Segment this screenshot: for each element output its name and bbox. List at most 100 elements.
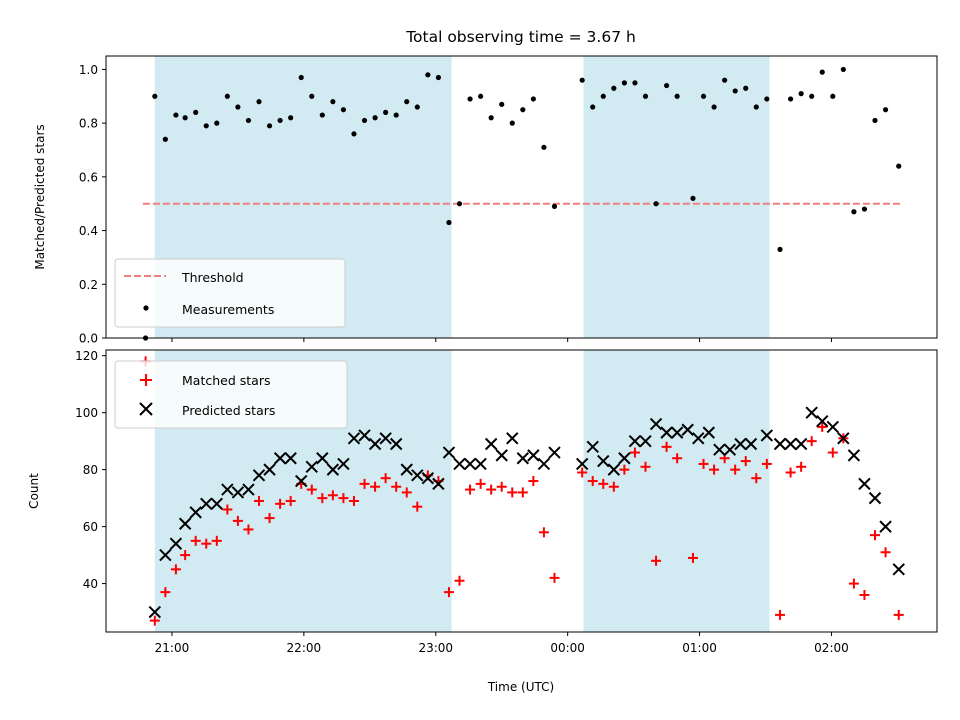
measurements-point [152, 93, 158, 99]
predicted-stars-point [221, 483, 234, 496]
x-tick-label: 00:00 [550, 641, 585, 655]
measurements-point [830, 93, 836, 99]
measurements-point [819, 69, 825, 75]
predicted-stars-point [734, 437, 747, 451]
bottom-y-axis-label: Count [27, 473, 41, 509]
matched-stars-point [243, 524, 254, 535]
predicted-stars-point [200, 497, 213, 511]
matched-stars-point [160, 587, 171, 598]
matched-stars-point [149, 615, 160, 626]
measurements-point [753, 104, 759, 110]
measurements-point [266, 123, 273, 129]
matched-stars-point [661, 441, 672, 452]
predicted-stars-point [442, 446, 456, 459]
matched-stars-point [380, 473, 391, 484]
measurements-point [809, 93, 815, 99]
x-tick-label: 21:00 [155, 641, 190, 655]
measurements-point [579, 77, 585, 83]
matched-stars-point [817, 421, 828, 432]
predicted-stars-point [670, 426, 684, 439]
predicted-stars-point [868, 491, 882, 505]
matched-stars-point [264, 513, 275, 524]
legend-measurements-label: Measurements [182, 302, 274, 317]
predicted-stars-point [337, 457, 350, 471]
measurements-point [288, 115, 294, 121]
x-tick-label: 01:00 [682, 641, 717, 655]
measurements-point [173, 112, 179, 118]
predicted-stars-point [773, 437, 787, 451]
matched-stars-point [775, 609, 786, 620]
predicted-stars-point [794, 437, 808, 451]
matched-stars-point [190, 535, 201, 546]
matched-stars-point [870, 530, 881, 541]
x-tick-label: 22:00 [287, 641, 322, 655]
measurements-point [309, 93, 315, 99]
matched-stars-point [517, 487, 528, 498]
bottom-axes-frame [105, 349, 938, 633]
matched-stars-point [672, 453, 683, 464]
predicted-stars-point [484, 437, 498, 451]
matched-stars-point [285, 495, 296, 506]
matched-stars-point [880, 547, 891, 558]
matched-stars-point [640, 461, 651, 472]
matched-stars-point [806, 436, 817, 447]
x-tick-label: 02:00 [814, 641, 849, 655]
matched-stars-point [796, 461, 807, 472]
predicted-stars-point [231, 486, 245, 499]
shaded-interval-2 [583, 350, 770, 632]
y-tick-label: 80 [83, 463, 98, 477]
measurements-point [722, 77, 728, 83]
y-tick-label: 0.8 [79, 117, 98, 131]
y-tick-label: 0.0 [79, 332, 98, 346]
predicted-stars-point [660, 426, 673, 439]
predicted-stars-point [284, 452, 297, 465]
predicted-stars-point [495, 449, 508, 462]
predicted-stars-point [169, 537, 183, 550]
predicted-stars-point [847, 449, 861, 462]
matched-stars-point [465, 484, 476, 495]
matched-stars-point [475, 478, 486, 489]
predicted-stars-point [506, 432, 519, 445]
predicted-stars-point [681, 423, 694, 436]
predicted-stars-point [892, 563, 905, 576]
matched-stars-point [222, 504, 233, 515]
measurements-point [663, 82, 670, 89]
measurements-point [530, 96, 536, 102]
matched-stars-point [577, 467, 588, 478]
matched-stars-point [538, 527, 549, 538]
predicted-stars-point [607, 463, 621, 476]
measurements-point [182, 115, 188, 121]
bottom-predicted-points [148, 406, 905, 619]
predicted-stars-point [316, 452, 329, 465]
predicted-stars-point [295, 474, 308, 488]
measurements-point [590, 104, 596, 110]
matched-stars-point [180, 550, 191, 561]
predicted-stars-point [723, 443, 737, 456]
y-tick-label: 0.2 [79, 278, 98, 292]
measurements-point [256, 99, 262, 105]
measurements-point [840, 66, 846, 73]
bottom-x-ticks: 21:00 22:00 23:00 00:00 01:00 02:00 [155, 632, 849, 655]
predicted-stars-point [784, 437, 797, 451]
predicted-stars-point [368, 437, 382, 451]
matched-stars-point [201, 538, 212, 549]
matched-stars-point [275, 498, 286, 509]
predicted-stars-point [639, 434, 652, 448]
measurements-point [193, 109, 199, 115]
top-measurement-points [142, 66, 902, 341]
predicted-stars-point [713, 443, 726, 456]
measurements-point [520, 107, 526, 113]
matched-stars-point [751, 473, 762, 484]
matched-stars-point [232, 515, 243, 526]
matched-stars-point [893, 609, 904, 620]
predicted-stars-point [305, 460, 318, 473]
predicted-stars-point [628, 434, 642, 448]
measurements-point [340, 107, 347, 113]
y-tick-label: 0.4 [79, 224, 98, 238]
measurements-point [330, 99, 336, 105]
matched-stars-point [496, 481, 507, 492]
predicted-stars-point [527, 449, 540, 462]
predicted-stars-point [837, 432, 850, 445]
matched-stars-point [370, 481, 381, 492]
